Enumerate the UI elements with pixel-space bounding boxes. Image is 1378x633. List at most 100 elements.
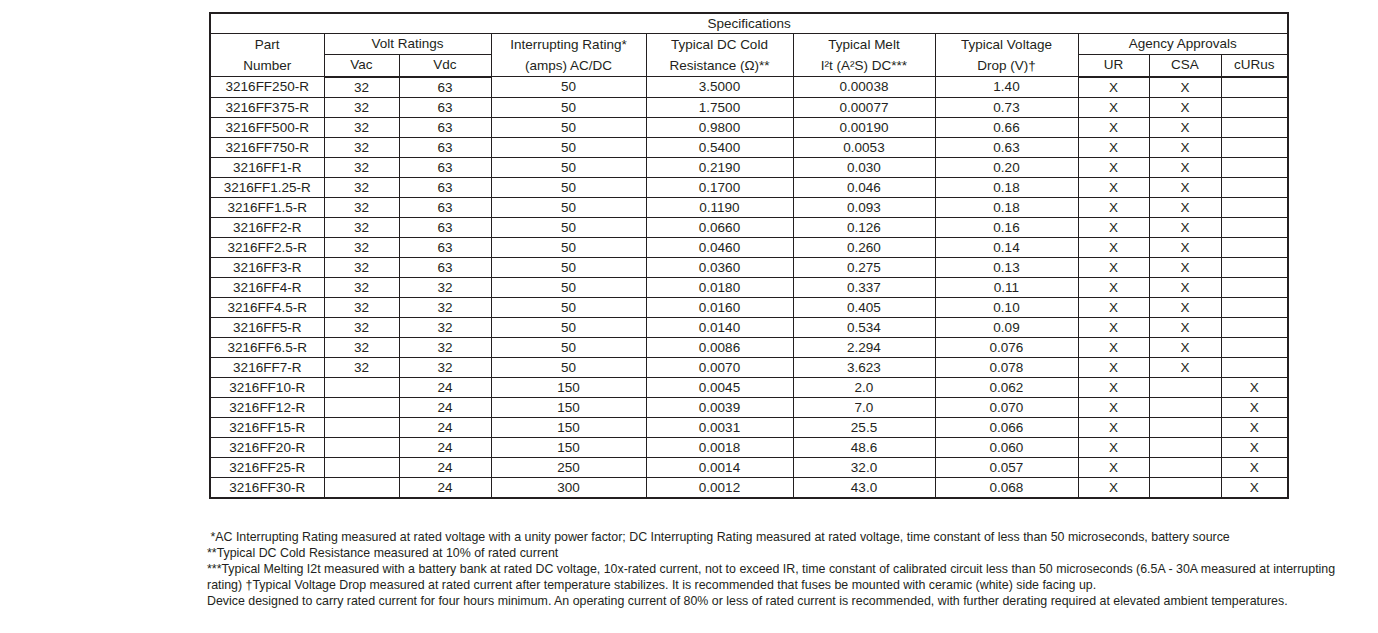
table-row: 3216FF20-R241500.001848.60.060XX (210, 437, 1288, 457)
cell-drop: 0.18 (935, 197, 1078, 217)
cell-csa (1149, 477, 1221, 498)
header-interrupting-line1: Interrupting Rating* (492, 34, 646, 55)
cell-drop: 0.078 (935, 357, 1078, 377)
cell-ir: 50 (491, 257, 646, 277)
cell-melt: 0.534 (793, 317, 935, 337)
cell-csa: X (1149, 257, 1221, 277)
cell-res: 0.0180 (646, 277, 793, 297)
cell-melt: 0.00077 (793, 97, 935, 117)
cell-ur: X (1078, 157, 1149, 177)
cell-ur: X (1078, 77, 1149, 98)
column-header-dc-cold-resistance: Typical DC Cold Resistance (Ω)** (646, 34, 793, 77)
header-part-line1: Part (211, 34, 324, 55)
cell-ir: 50 (491, 77, 646, 98)
cell-part: 3216FF4.5-R (210, 297, 324, 317)
cell-part: 3216FF6.5-R (210, 337, 324, 357)
cell-part: 3216FF15-R (210, 417, 324, 437)
cell-vdc: 63 (399, 97, 491, 117)
cell-drop: 0.062 (935, 377, 1078, 397)
cell-ur: X (1078, 297, 1149, 317)
cell-curus (1221, 97, 1288, 117)
table-row: 3216FF500-R3263500.98000.001900.66XX (210, 117, 1288, 137)
cell-res: 0.5400 (646, 137, 793, 157)
cell-ir: 300 (491, 477, 646, 498)
cell-vdc: 32 (399, 357, 491, 377)
cell-ur: X (1078, 237, 1149, 257)
cell-ir: 50 (491, 357, 646, 377)
cell-vac: 32 (324, 177, 399, 197)
cell-vdc: 24 (399, 437, 491, 457)
cell-csa: X (1149, 157, 1221, 177)
cell-curus (1221, 177, 1288, 197)
column-header-vac: Vac (324, 55, 399, 77)
cell-vdc: 63 (399, 217, 491, 237)
cell-vac: 32 (324, 337, 399, 357)
cell-csa: X (1149, 317, 1221, 337)
cell-vac: 32 (324, 357, 399, 377)
specifications-table: Specifications Part Number Volt Ratings … (209, 12, 1289, 499)
table-row: 3216FF10-R241500.00452.00.062XX (210, 377, 1288, 397)
cell-res: 3.5000 (646, 77, 793, 98)
header-drop-line1: Typical Voltage (936, 34, 1078, 55)
cell-csa: X (1149, 297, 1221, 317)
cell-ir: 50 (491, 337, 646, 357)
cell-part: 3216FF750-R (210, 137, 324, 157)
cell-melt: 0.046 (793, 177, 935, 197)
spec-table-body: 3216FF250-R3263503.50000.000381.40XX3216… (210, 77, 1288, 498)
cell-vdc: 24 (399, 457, 491, 477)
cell-ir: 50 (491, 97, 646, 117)
cell-vac: 32 (324, 117, 399, 137)
cell-drop: 0.11 (935, 277, 1078, 297)
header-resistance-line2: Resistance (Ω)** (647, 55, 793, 76)
cell-drop: 0.070 (935, 397, 1078, 417)
cell-curus: X (1221, 457, 1288, 477)
cell-melt: 0.0053 (793, 137, 935, 157)
cell-melt: 0.275 (793, 257, 935, 277)
cell-res: 0.0360 (646, 257, 793, 277)
cell-ur: X (1078, 177, 1149, 197)
cell-part: 3216FF20-R (210, 437, 324, 457)
cell-csa (1149, 457, 1221, 477)
cell-csa (1149, 417, 1221, 437)
cell-part: 3216FF2-R (210, 217, 324, 237)
cell-res: 0.0660 (646, 217, 793, 237)
cell-res: 0.0460 (646, 237, 793, 257)
cell-res: 0.2190 (646, 157, 793, 177)
cell-ir: 50 (491, 137, 646, 157)
column-group-volt-ratings: Volt Ratings (324, 34, 491, 55)
cell-ur: X (1078, 357, 1149, 377)
cell-melt: 0.00190 (793, 117, 935, 137)
cell-drop: 0.14 (935, 237, 1078, 257)
cell-ir: 150 (491, 397, 646, 417)
cell-ir: 250 (491, 457, 646, 477)
header-melt-line2: I²t (A²S) DC*** (794, 55, 935, 76)
cell-part: 3216FF7-R (210, 357, 324, 377)
cell-melt: 2.0 (793, 377, 935, 397)
footnotes-block: *AC Interrupting Rating measured at rate… (207, 529, 1335, 609)
cell-vac (324, 437, 399, 457)
cell-curus (1221, 77, 1288, 98)
cell-ir: 50 (491, 217, 646, 237)
cell-part: 3216FF250-R (210, 77, 324, 98)
cell-drop: 1.40 (935, 77, 1078, 98)
table-row: 3216FF12-R241500.00397.00.070XX (210, 397, 1288, 417)
footnote-voltage-drop: rating) †Typical Voltage Drop measured a… (207, 577, 1335, 593)
cell-drop: 0.18 (935, 177, 1078, 197)
cell-ir: 50 (491, 297, 646, 317)
cell-curus: X (1221, 377, 1288, 397)
cell-vac (324, 377, 399, 397)
cell-vdc: 63 (399, 117, 491, 137)
cell-ir: 50 (491, 237, 646, 257)
table-row: 3216FF7-R3232500.00703.6230.078XX (210, 357, 1288, 377)
cell-curus (1221, 257, 1288, 277)
datasheet-page: Specifications Part Number Volt Ratings … (0, 0, 1378, 633)
cell-csa: X (1149, 217, 1221, 237)
cell-csa: X (1149, 77, 1221, 98)
table-row: 3216FF1.5-R3263500.11900.0930.18XX (210, 197, 1288, 217)
cell-vac: 32 (324, 257, 399, 277)
cell-curus (1221, 337, 1288, 357)
cell-part: 3216FF30-R (210, 477, 324, 498)
header-drop-line2: Drop (V)† (936, 55, 1078, 76)
cell-vdc: 24 (399, 377, 491, 397)
cell-ur: X (1078, 137, 1149, 157)
